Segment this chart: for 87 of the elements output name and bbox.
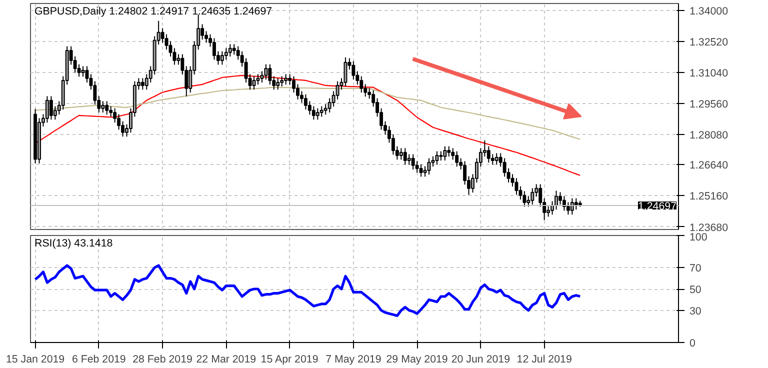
candlestick bbox=[232, 44, 236, 56]
x-tick-label: 22 Mar 2019 bbox=[196, 354, 256, 366]
candlestick bbox=[419, 164, 423, 178]
candlestick bbox=[407, 154, 411, 166]
y-tick-label: 1.23680 bbox=[690, 222, 728, 234]
y-tick-label: 50 bbox=[690, 284, 702, 296]
x-tick-label: 15 Apr 2019 bbox=[260, 354, 318, 366]
candlestick bbox=[45, 96, 49, 124]
x-tick-label: 29 May 2019 bbox=[386, 354, 448, 366]
candlestick bbox=[256, 74, 260, 86]
candlestick bbox=[164, 34, 168, 50]
candlestick bbox=[415, 160, 419, 174]
candlestick bbox=[304, 94, 308, 110]
candlestick bbox=[490, 154, 494, 166]
candlestick bbox=[292, 76, 296, 94]
candlestick bbox=[280, 76, 284, 88]
candlestick bbox=[447, 146, 451, 158]
candlestick bbox=[530, 188, 534, 206]
candlestick bbox=[494, 152, 498, 166]
candlestick bbox=[510, 174, 514, 188]
chart-title: RSI(13) 43.1418 bbox=[34, 238, 113, 250]
candlestick bbox=[260, 70, 264, 84]
y-tick-label: 1.34000 bbox=[690, 5, 728, 18]
y-tick-label: 1.32520 bbox=[690, 36, 728, 48]
candlestick bbox=[308, 100, 312, 116]
x-tick-label: 12 Jul 2019 bbox=[516, 354, 572, 366]
candlestick bbox=[411, 154, 415, 170]
candlestick bbox=[316, 108, 320, 120]
candlestick bbox=[264, 64, 268, 80]
candlestick bbox=[77, 64, 81, 78]
candlestick bbox=[570, 198, 574, 216]
candlestick bbox=[224, 48, 228, 60]
candlestick bbox=[284, 74, 288, 86]
candlestick bbox=[522, 190, 526, 208]
candlestick bbox=[288, 74, 292, 86]
candlestick bbox=[168, 40, 172, 58]
y-tick-label: 1.26640 bbox=[690, 160, 728, 172]
candlestick bbox=[427, 158, 431, 176]
y-tick-label: 70 bbox=[690, 262, 702, 275]
y-tick-label: 100 bbox=[690, 232, 708, 244]
candlestick bbox=[336, 80, 340, 100]
candlestick bbox=[105, 100, 109, 116]
candlestick bbox=[220, 50, 224, 66]
candlestick bbox=[435, 150, 439, 166]
candlestick bbox=[312, 106, 316, 120]
candlestick bbox=[49, 96, 53, 120]
y-tick-label: 1.29560 bbox=[690, 98, 728, 110]
candlestick bbox=[344, 56, 348, 88]
candlestick bbox=[399, 148, 403, 160]
y-tick-label: 30 bbox=[690, 305, 702, 318]
candlestick bbox=[566, 202, 570, 216]
candlestick bbox=[554, 190, 558, 210]
candlestick bbox=[443, 146, 447, 162]
y-tick-label: 0 bbox=[690, 338, 696, 350]
x-tick-label: 28 Feb 2019 bbox=[132, 354, 193, 366]
candlestick bbox=[140, 78, 144, 90]
line-series bbox=[34, 264, 582, 318]
candlestick bbox=[85, 66, 89, 84]
candlestick bbox=[212, 38, 216, 60]
candlestick bbox=[463, 160, 467, 186]
y-tick-label: 1.31040 bbox=[690, 67, 728, 80]
candlestick bbox=[526, 196, 530, 208]
candlestick bbox=[486, 146, 490, 164]
candlestick bbox=[368, 88, 372, 100]
candlestick bbox=[391, 134, 395, 156]
candlestick bbox=[451, 148, 455, 160]
x-tick-label: 20 Jun 2019 bbox=[451, 354, 510, 366]
candlestick bbox=[252, 76, 256, 90]
x-tick-label: 15 Jan 2019 bbox=[6, 354, 65, 366]
candlestick bbox=[101, 100, 105, 114]
candlestick bbox=[455, 150, 459, 168]
candlestick bbox=[276, 78, 280, 90]
candlestick bbox=[113, 108, 117, 124]
candlestick bbox=[228, 44, 232, 58]
y-tick-label: 1.28080 bbox=[690, 130, 728, 142]
ref-line-label: 1.24697 bbox=[638, 200, 677, 212]
candlestick bbox=[81, 66, 85, 78]
candlestick bbox=[268, 64, 272, 86]
x-tick-label: 6 Feb 2019 bbox=[72, 354, 126, 366]
chart-title: GBPUSD,Daily 1.24802 1.24917 1.24635 1.24697 bbox=[34, 6, 272, 18]
candlestick bbox=[439, 150, 443, 162]
candlestick bbox=[403, 148, 407, 166]
y-tick-label: 1.25160 bbox=[690, 190, 728, 203]
candlestick bbox=[546, 206, 550, 218]
x-tick-label: 7 May 2019 bbox=[326, 354, 382, 366]
candlestick bbox=[352, 60, 356, 80]
candlestick bbox=[320, 106, 324, 118]
